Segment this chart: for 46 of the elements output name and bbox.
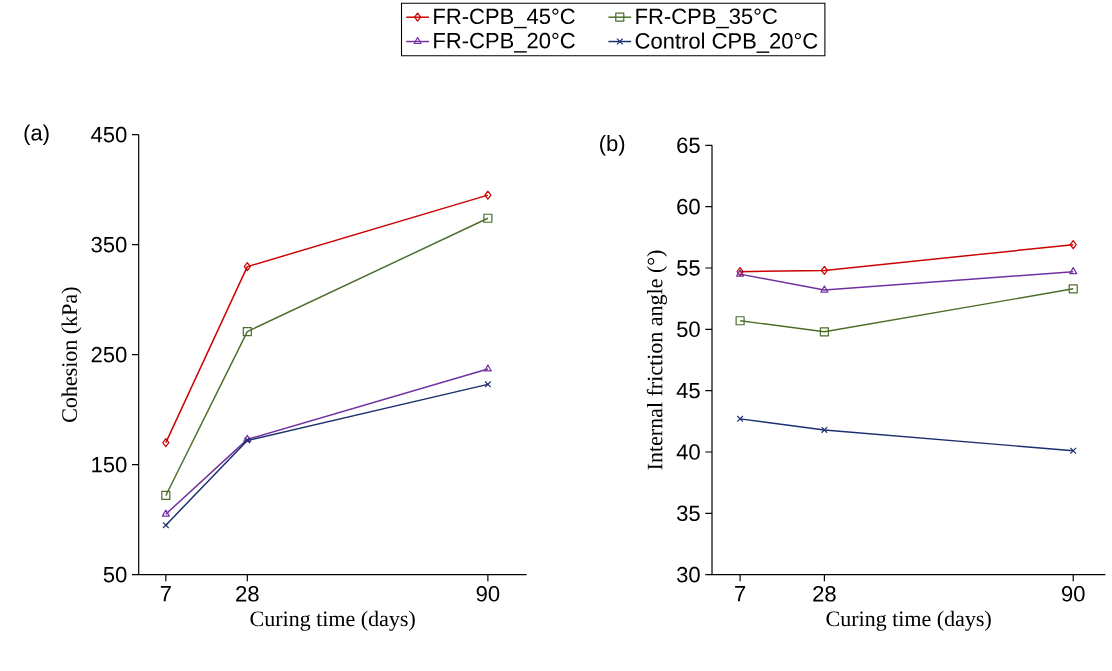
- point: [162, 438, 170, 448]
- y-tick-label: 150: [92, 457, 127, 473]
- y-tick-label: 40: [676, 444, 700, 460]
- point: [819, 327, 829, 337]
- y-tick-label: 60: [677, 199, 700, 215]
- point: [242, 327, 252, 337]
- point: [1068, 284, 1078, 294]
- x-tick-label: 90: [1062, 586, 1085, 602]
- point: [820, 285, 829, 293]
- x-axis-title: Curing time (days): [826, 610, 991, 631]
- y-tick-label: 350: [91, 237, 127, 253]
- legend-label: Control CPB_20°C: [635, 32, 818, 54]
- y-tick-label: 65: [677, 137, 700, 154]
- y-axis-title: Cohesion (kPa): [61, 287, 82, 423]
- point: [483, 213, 493, 224]
- y-tick-label: 35: [677, 505, 700, 522]
- point: [1069, 267, 1078, 275]
- legend-label: FR-CPB_20°C: [434, 33, 575, 53]
- text: (a): [24, 124, 49, 146]
- x-tick-label: 7: [160, 586, 171, 602]
- y-tick-label: 45: [676, 383, 700, 399]
- y-tick-label: 450: [91, 127, 127, 143]
- point: [161, 491, 171, 501]
- text: (b): [600, 135, 625, 156]
- point: [484, 381, 492, 388]
- x-tick-label: 28: [236, 586, 259, 602]
- point: [820, 266, 828, 276]
- x-tick-label: 90: [476, 586, 500, 602]
- y-tick-label: 50: [103, 567, 127, 583]
- point: [243, 262, 251, 272]
- legend-label: FR-CPB_35°C: [636, 8, 777, 29]
- y-tick-label: 55: [677, 260, 700, 276]
- point: [735, 316, 745, 326]
- legend-label: FR-CPB_45°C: [434, 8, 575, 29]
- y-tick-label: 50: [677, 321, 700, 338]
- y-tick-label: 250: [91, 347, 127, 363]
- point: [484, 190, 492, 200]
- x-tick-label: 7: [735, 586, 746, 602]
- y-tick-label: 30: [677, 567, 700, 583]
- x-axis-title: Curing time (days): [250, 610, 415, 631]
- y-axis-title: Internal friction angle (°): [646, 250, 668, 470]
- point: [820, 426, 828, 434]
- point: [483, 364, 492, 372]
- point: [161, 509, 170, 517]
- point: [1069, 240, 1077, 250]
- x-tick-label: 28: [813, 586, 836, 602]
